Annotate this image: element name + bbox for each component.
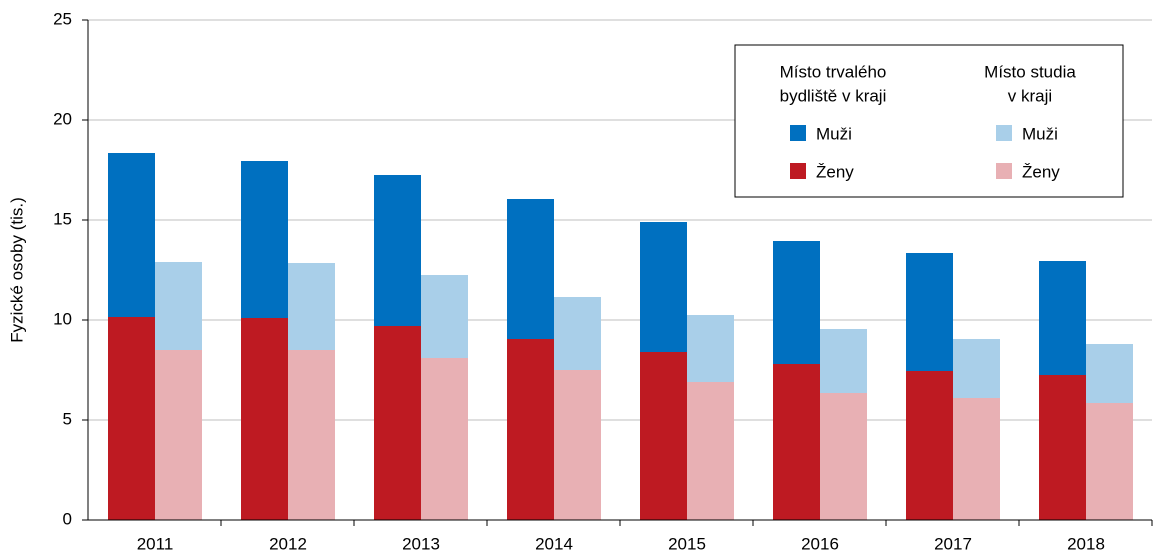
legend-swatch [790, 125, 806, 141]
bar-segment [953, 398, 1000, 520]
legend-swatch [996, 163, 1012, 179]
x-tick-label: 2013 [402, 534, 440, 553]
bar-segment [421, 358, 468, 520]
bar-segment [155, 262, 202, 350]
y-tick-label: 5 [63, 409, 72, 428]
bar-segment [554, 370, 601, 520]
legend-group-title: Místo trvalého [780, 62, 887, 81]
bar-segment [1039, 261, 1086, 375]
bar-segment [507, 339, 554, 520]
legend-group-title: v kraji [1008, 86, 1052, 105]
y-axis-label: Fyzické osoby (tis.) [7, 197, 26, 342]
x-tick-label: 2016 [801, 534, 839, 553]
bar-segment [820, 393, 867, 520]
x-tick-label: 2012 [269, 534, 307, 553]
legend-swatch [996, 125, 1012, 141]
bar-segment [687, 315, 734, 382]
bar-segment [288, 263, 335, 350]
bar-segment [288, 350, 335, 520]
bar-segment [1039, 375, 1086, 520]
legend-label: Muži [1022, 124, 1058, 143]
bar-segment [554, 297, 601, 370]
bar-segment [374, 326, 421, 520]
legend-group-title: bydliště v kraji [780, 86, 887, 105]
legend-swatch [790, 163, 806, 179]
bar-segment [507, 199, 554, 339]
legend-label: Ženy [816, 162, 854, 181]
x-tick-label: 2011 [137, 534, 174, 553]
bar-segment [421, 275, 468, 358]
bar-segment [906, 371, 953, 520]
bar-segment [953, 339, 1000, 398]
bar-segment [773, 241, 820, 364]
bar-segment [773, 364, 820, 520]
legend-group-title: Místo studia [984, 62, 1076, 81]
bar-segment [1086, 403, 1133, 520]
bar-segment [820, 329, 867, 393]
x-tick-label: 2015 [668, 534, 706, 553]
bar-segment [374, 175, 421, 326]
y-tick-label: 10 [53, 309, 72, 328]
x-tick-label: 2014 [535, 534, 573, 553]
legend-label: Ženy [1022, 162, 1060, 181]
bar-segment [906, 253, 953, 371]
bar-segment [108, 317, 155, 520]
y-tick-label: 15 [53, 209, 72, 228]
bar-segment [1086, 344, 1133, 403]
y-tick-label: 0 [63, 509, 72, 528]
bar-segment [687, 382, 734, 520]
y-tick-label: 25 [53, 9, 72, 28]
x-tick-label: 2017 [934, 534, 972, 553]
x-tick-label: 2018 [1067, 534, 1105, 553]
bar-segment [640, 222, 687, 352]
bar-segment [155, 350, 202, 520]
bar-segment [640, 352, 687, 520]
y-tick-label: 20 [53, 109, 72, 128]
bar-segment [241, 318, 288, 520]
bar-segment [241, 161, 288, 318]
bar-segment [108, 153, 155, 317]
legend-label: Muži [816, 124, 852, 143]
